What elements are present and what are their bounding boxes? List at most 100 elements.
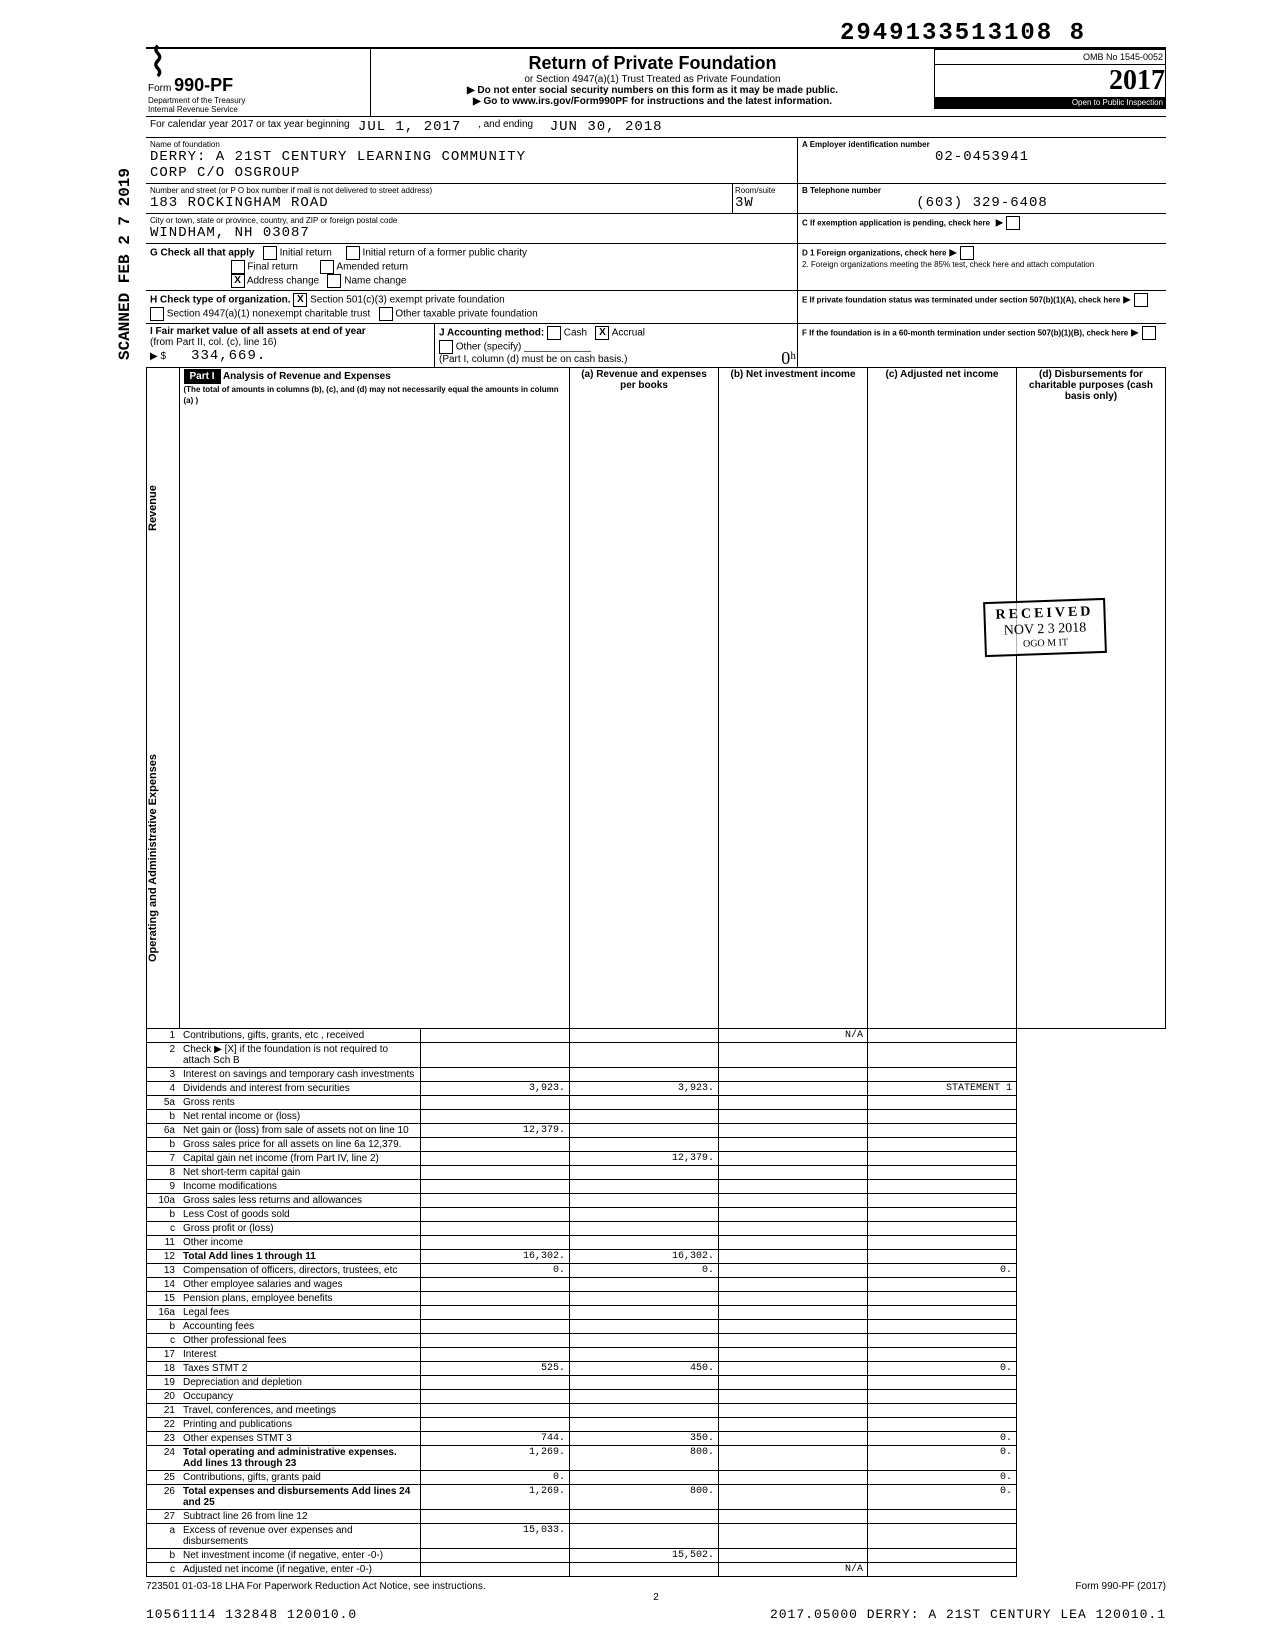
scanned-stamp: SCANNED FEB 2 7 2019 xyxy=(116,168,134,360)
j-note: (Part I, column (d) must be on cash basi… xyxy=(439,354,627,365)
bottom-right: 2017.05000 DERRY: A 21ST CENTURY LEA 120… xyxy=(770,1607,1166,1622)
col-c-header: (c) Adjusted net income xyxy=(868,368,1017,1029)
j-accrual: Accrual xyxy=(612,328,645,339)
ein-value: 02-0453941 xyxy=(802,149,1162,165)
j-label: J Accounting method: xyxy=(439,328,544,339)
d1-checkbox[interactable] xyxy=(960,246,974,260)
table-row: 4Dividends and interest from securities3… xyxy=(147,1082,1166,1096)
tax-year: 2017 xyxy=(935,65,1165,97)
foundation-name-2: CORP C/O OSGROUP xyxy=(150,165,793,181)
table-row: 16aLegal fees xyxy=(147,1306,1166,1320)
table-row: 15Pension plans, employee benefits xyxy=(147,1292,1166,1306)
j-cash: Cash xyxy=(564,328,587,339)
col-b-header: (b) Net investment income xyxy=(719,368,868,1029)
table-row: bLess Cost of goods sold xyxy=(147,1208,1166,1222)
room-value: 3W xyxy=(735,195,795,211)
footer-left: 723501 01-03-18 LHA For Paperwork Reduct… xyxy=(146,1581,486,1592)
g-initial-checkbox[interactable] xyxy=(263,246,277,260)
footer-right: Form 990-PF (2017) xyxy=(1075,1581,1166,1592)
document-number: 2949133513108 8 xyxy=(146,20,1086,47)
irs-label: Internal Revenue Service xyxy=(148,105,368,114)
table-row: 6aNet gain or (loss) from sale of assets… xyxy=(147,1124,1166,1138)
table-row: 23Other expenses STMT 3744.350.0. xyxy=(147,1432,1166,1446)
bottom-left: 10561114 132848 120010.0 xyxy=(146,1607,357,1622)
foundation-name-1: DERRY: A 21ST CENTURY LEARNING COMMUNITY xyxy=(150,149,793,165)
table-row: 12Total Add lines 1 through 1116,302.16,… xyxy=(147,1250,1166,1264)
room-label: Room/suite xyxy=(735,186,795,195)
h-4947: Section 4947(a)(1) nonexempt charitable … xyxy=(167,309,370,320)
h-4947-checkbox[interactable] xyxy=(150,307,164,321)
table-row: 7Capital gain net income (from Part IV, … xyxy=(147,1152,1166,1166)
g-amended: Amended return xyxy=(336,262,408,273)
f-checkbox[interactable] xyxy=(1142,326,1156,340)
g-initial-former: Initial return of a former public charit… xyxy=(363,248,528,259)
form-title: Return of Private Foundation xyxy=(375,53,930,74)
d1-label: D 1 Foreign organizations, check here xyxy=(802,249,946,258)
city-value: WINDHAM, NH 03087 xyxy=(150,225,793,241)
h-other: Other taxable private foundation xyxy=(395,309,537,320)
j-other: Other (specify) xyxy=(456,342,522,353)
begin-date: JUL 1, 2017 xyxy=(358,119,461,135)
g-address: Address change xyxy=(247,276,319,287)
c-label: C If exemption application is pending, c… xyxy=(802,219,990,228)
table-row: 3Interest on savings and temporary cash … xyxy=(147,1068,1166,1082)
table-row: 17Interest xyxy=(147,1348,1166,1362)
table-row: 22Printing and publications xyxy=(147,1418,1166,1432)
g-initial-former-checkbox[interactable] xyxy=(346,246,360,260)
d2-label: 2. Foreign organizations meeting the 85%… xyxy=(802,260,1162,269)
table-row: cGross profit or (loss) xyxy=(147,1222,1166,1236)
table-row: cAdjusted net income (if negative, enter… xyxy=(147,1563,1166,1577)
expenses-side-label: Operating and Administrative Expenses xyxy=(147,688,159,1028)
g-name-checkbox[interactable] xyxy=(327,274,341,288)
g-final-checkbox[interactable] xyxy=(231,260,245,274)
c-checkbox[interactable] xyxy=(1006,216,1020,230)
table-row: 14Other employee salaries and wages xyxy=(147,1278,1166,1292)
omb-number: OMB No 1545-0052 xyxy=(935,50,1165,65)
form-subtitle-3: ▶ Go to www.irs.gov/Form990PF for instru… xyxy=(375,96,930,107)
table-row: 8Net short-term capital gain xyxy=(147,1166,1166,1180)
form-number: 990-PF xyxy=(174,75,233,95)
table-row: 13Compensation of officers, directors, t… xyxy=(147,1264,1166,1278)
telephone-value: (603) 329-6408 xyxy=(802,195,1162,211)
i-label: I Fair market value of all assets at end… xyxy=(150,326,366,337)
dept-treasury: Department of the Treasury xyxy=(148,96,368,105)
table-row: bNet investment income (if negative, ent… xyxy=(147,1549,1166,1563)
table-row: 11Other income xyxy=(147,1236,1166,1250)
form-subtitle-2: ▶ Do not enter social security numbers o… xyxy=(375,85,930,96)
table-row: 1Contributions, gifts, grants, etc , rec… xyxy=(147,1029,1166,1043)
form-subtitle-1: or Section 4947(a)(1) Trust Treated as P… xyxy=(375,74,930,85)
j-cash-checkbox[interactable] xyxy=(547,326,561,340)
col-a-header: (a) Revenue and expenses per books xyxy=(570,368,719,1029)
g-amended-checkbox[interactable] xyxy=(320,260,334,274)
handwritten-mark: 0ʰ xyxy=(781,348,796,369)
e-checkbox[interactable] xyxy=(1134,293,1148,307)
table-row: 27Subtract line 26 from line 12 xyxy=(147,1510,1166,1524)
revenue-side-label: Revenue xyxy=(147,368,159,648)
table-row: 20Occupancy xyxy=(147,1390,1166,1404)
part1-table: Revenue Operating and Administrative Exp… xyxy=(146,367,1166,1577)
and-ending-label: , and ending xyxy=(478,119,533,135)
page-number: 2 xyxy=(146,1592,1166,1603)
table-row: 26Total expenses and disbursements Add l… xyxy=(147,1485,1166,1510)
j-other-checkbox[interactable] xyxy=(439,340,453,354)
g-address-checkbox[interactable]: X xyxy=(231,274,245,288)
j-accrual-checkbox[interactable]: X xyxy=(595,326,609,340)
calendar-year-label: For calendar year 2017 or tax year begin… xyxy=(150,119,350,135)
table-row: 18Taxes STMT 2525.450.0. xyxy=(147,1362,1166,1376)
received-stamp: RECEIVED NOV 2 3 2018 OGO M IT xyxy=(983,598,1107,657)
city-label: City or town, state or province, country… xyxy=(150,216,793,225)
table-row: aExcess of revenue over expenses and dis… xyxy=(147,1524,1166,1549)
g-final: Final return xyxy=(247,262,298,273)
address-label: Number and street (or P O box number if … xyxy=(150,186,728,195)
table-row: bAccounting fees xyxy=(147,1320,1166,1334)
h-label: H Check type of organization. xyxy=(150,295,291,306)
table-row: 2Check ▶ [X] if the foundation is not re… xyxy=(147,1043,1166,1068)
h-501c3: Section 501(c)(3) exempt private foundat… xyxy=(310,295,505,306)
table-row: bNet rental income or (loss) xyxy=(147,1110,1166,1124)
h-other-checkbox[interactable] xyxy=(379,307,393,321)
h-501c3-checkbox[interactable]: X xyxy=(293,293,307,307)
ein-label: A Employer identification number xyxy=(802,140,1162,149)
table-row: 5aGross rents xyxy=(147,1096,1166,1110)
table-row: 24Total operating and administrative exp… xyxy=(147,1446,1166,1471)
g-label: G Check all that apply xyxy=(150,248,254,259)
